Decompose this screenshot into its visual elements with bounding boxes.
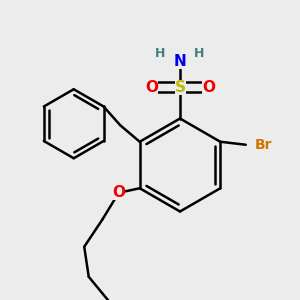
Text: O: O xyxy=(112,185,125,200)
Text: O: O xyxy=(202,80,215,94)
Text: H: H xyxy=(155,46,166,60)
Text: O: O xyxy=(145,80,158,94)
Text: S: S xyxy=(175,80,185,94)
Text: H: H xyxy=(194,46,205,60)
Text: N: N xyxy=(174,54,186,69)
Text: Br: Br xyxy=(255,138,272,152)
